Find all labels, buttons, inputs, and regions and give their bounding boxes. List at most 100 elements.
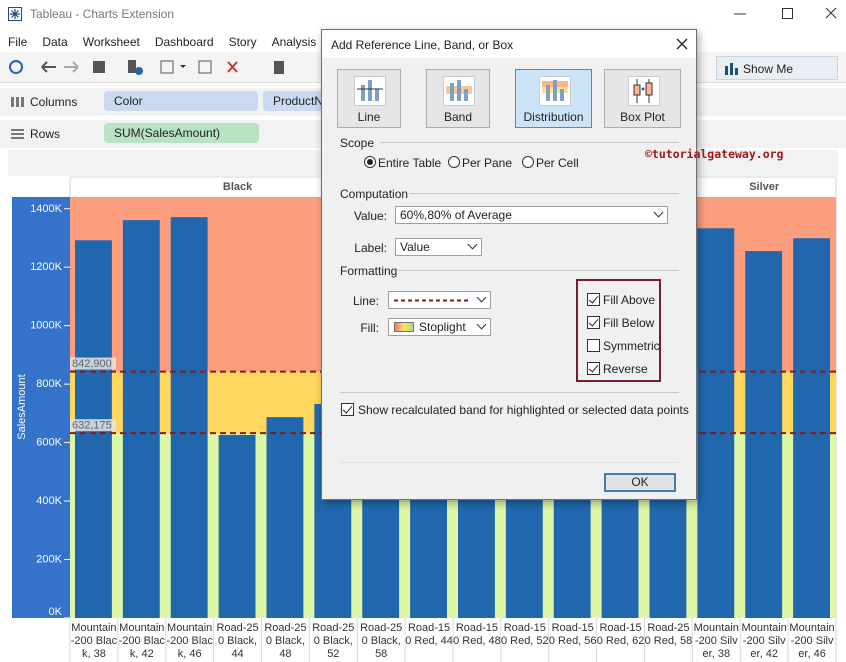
x-tick-label: Road-150 Red, 62 [596, 622, 645, 647]
line-dropdown[interactable] [388, 291, 491, 309]
field-label: Value: [353, 209, 387, 223]
column-header: Silver [749, 181, 780, 193]
separator [340, 392, 679, 393]
column-header: Black [223, 181, 253, 193]
y-tick-label: 200K [36, 553, 62, 565]
checkbox-label: Reverse [603, 362, 648, 376]
x-tick-label: Road-150 Red, 52 [500, 622, 549, 647]
ok-button[interactable]: OK [604, 473, 676, 492]
show-me-icon [725, 63, 738, 75]
app-icon [8, 7, 22, 21]
x-tick-label: Mountain-200 Silver, 42 [741, 622, 787, 660]
x-tick-label: Road-150 Red, 48 [453, 622, 501, 647]
value-dropdown[interactable]: 60%,80% of Average [395, 206, 668, 224]
window-title: Tableau - Charts Extension [30, 7, 175, 21]
x-tick-label: Mountain-200 Silver, 46 [789, 622, 835, 660]
x-tick-label: Mountain-200 Black, 46 [166, 622, 213, 660]
menu-item[interactable]: Analysis [271, 35, 317, 49]
menu-item[interactable]: Story [228, 35, 257, 49]
x-tick-label: Mountain-200 Silver, 38 [693, 622, 739, 660]
tab-icon [627, 76, 660, 106]
reference-label-box [70, 419, 116, 432]
toolbar-icons[interactable] [6, 57, 326, 77]
section-label: Computation [340, 187, 409, 201]
separator [340, 462, 679, 463]
tab-label: Distribution [523, 110, 584, 124]
tab-icon [354, 76, 386, 106]
bar [266, 417, 304, 618]
tab[interactable]: Line [337, 69, 401, 128]
show-me-label: Show Me [743, 62, 794, 76]
y-axis-title: SalesAmount [16, 374, 28, 439]
radio-button[interactable] [448, 156, 460, 168]
bar [793, 238, 830, 619]
checkbox[interactable] [587, 339, 600, 352]
tab-label: Line [357, 110, 381, 124]
reference-label: 842,900 [72, 358, 112, 370]
checkbox-label: Symmetric [603, 339, 660, 353]
field-label: Label: [354, 241, 387, 255]
checkbox-label: Fill Below [603, 316, 655, 330]
label-dropdown[interactable]: Value [395, 238, 482, 256]
x-tick-label: Road-150 Red, 56 [548, 622, 597, 647]
radio-label: Entire Table [378, 156, 442, 170]
measure-pill[interactable]: SUM(SalesAmount) [104, 123, 259, 143]
bar [745, 251, 783, 619]
dropdown-value: 60%,80% of Average [400, 208, 512, 222]
y-tick-label: 0K [49, 606, 63, 618]
tab[interactable]: Box Plot [604, 69, 681, 128]
menu-item[interactable]: Data [42, 35, 68, 49]
separator [396, 270, 679, 271]
dimension-pill[interactable]: ProductN [263, 91, 323, 111]
menu-item[interactable]: Dashboard [154, 35, 214, 49]
reference-label-box [70, 357, 116, 370]
reference-label: 632,175 [72, 420, 112, 432]
tab-icon [538, 76, 571, 106]
y-tick-label: 1400K [30, 203, 62, 215]
columns-icon [11, 97, 24, 107]
checkbox[interactable] [587, 316, 600, 329]
bar [697, 228, 735, 618]
window-controls[interactable] [732, 6, 842, 22]
section-label: Scope [340, 136, 375, 150]
y-axis-selected[interactable] [12, 197, 70, 618]
radio-button[interactable] [522, 156, 534, 168]
radio-label: Per Cell [536, 156, 579, 170]
y-tick-label: 400K [36, 495, 62, 507]
fill-swatch [394, 322, 414, 332]
y-tick-label: 1200K [30, 261, 62, 273]
tab-icon [443, 76, 475, 106]
menu-item[interactable]: Worksheet [82, 35, 140, 49]
tab-label: Band [443, 110, 473, 124]
dialog-title: Add Reference Line, Band, or Box [331, 38, 514, 52]
y-tick-label: 600K [36, 436, 62, 448]
checkbox-label: Fill Above [603, 293, 656, 307]
show-me-button[interactable]: Show Me [716, 56, 838, 80]
radio-button[interactable] [364, 156, 376, 168]
x-tick-label: Mountain-200 Black, 42 [118, 622, 166, 660]
dialog-title-bar: Add Reference Line, Band, or Box [322, 30, 696, 58]
close-button[interactable] [676, 38, 688, 50]
field-label: Fill: [360, 321, 379, 335]
tab[interactable]: Distribution [515, 69, 592, 128]
dimension-pill[interactable]: Color [104, 91, 258, 111]
dropdown-value: Value [400, 240, 430, 254]
rows-icon [11, 129, 24, 139]
x-tick-label: Road-250 Black, 58 [360, 622, 403, 660]
checkbox[interactable] [587, 362, 600, 375]
menu-item[interactable]: File [8, 35, 28, 49]
tab[interactable]: Band [426, 69, 490, 128]
x-tick-label: Road-250 Black, 44 [216, 622, 259, 660]
section-label: Formatting [340, 264, 398, 278]
y-tick-label: 1000K [30, 320, 62, 332]
line-sample [394, 299, 470, 302]
watermark: ©tutorialgateway.org [645, 147, 784, 161]
fill-dropdown[interactable]: Stoplight [388, 318, 491, 336]
checkbox[interactable] [341, 403, 354, 416]
tab-label: Box Plot [620, 110, 665, 124]
checkbox[interactable] [587, 293, 600, 306]
bar [170, 217, 208, 618]
x-tick-label: Road-150 Red, 44 [405, 622, 453, 647]
bar [218, 434, 256, 618]
